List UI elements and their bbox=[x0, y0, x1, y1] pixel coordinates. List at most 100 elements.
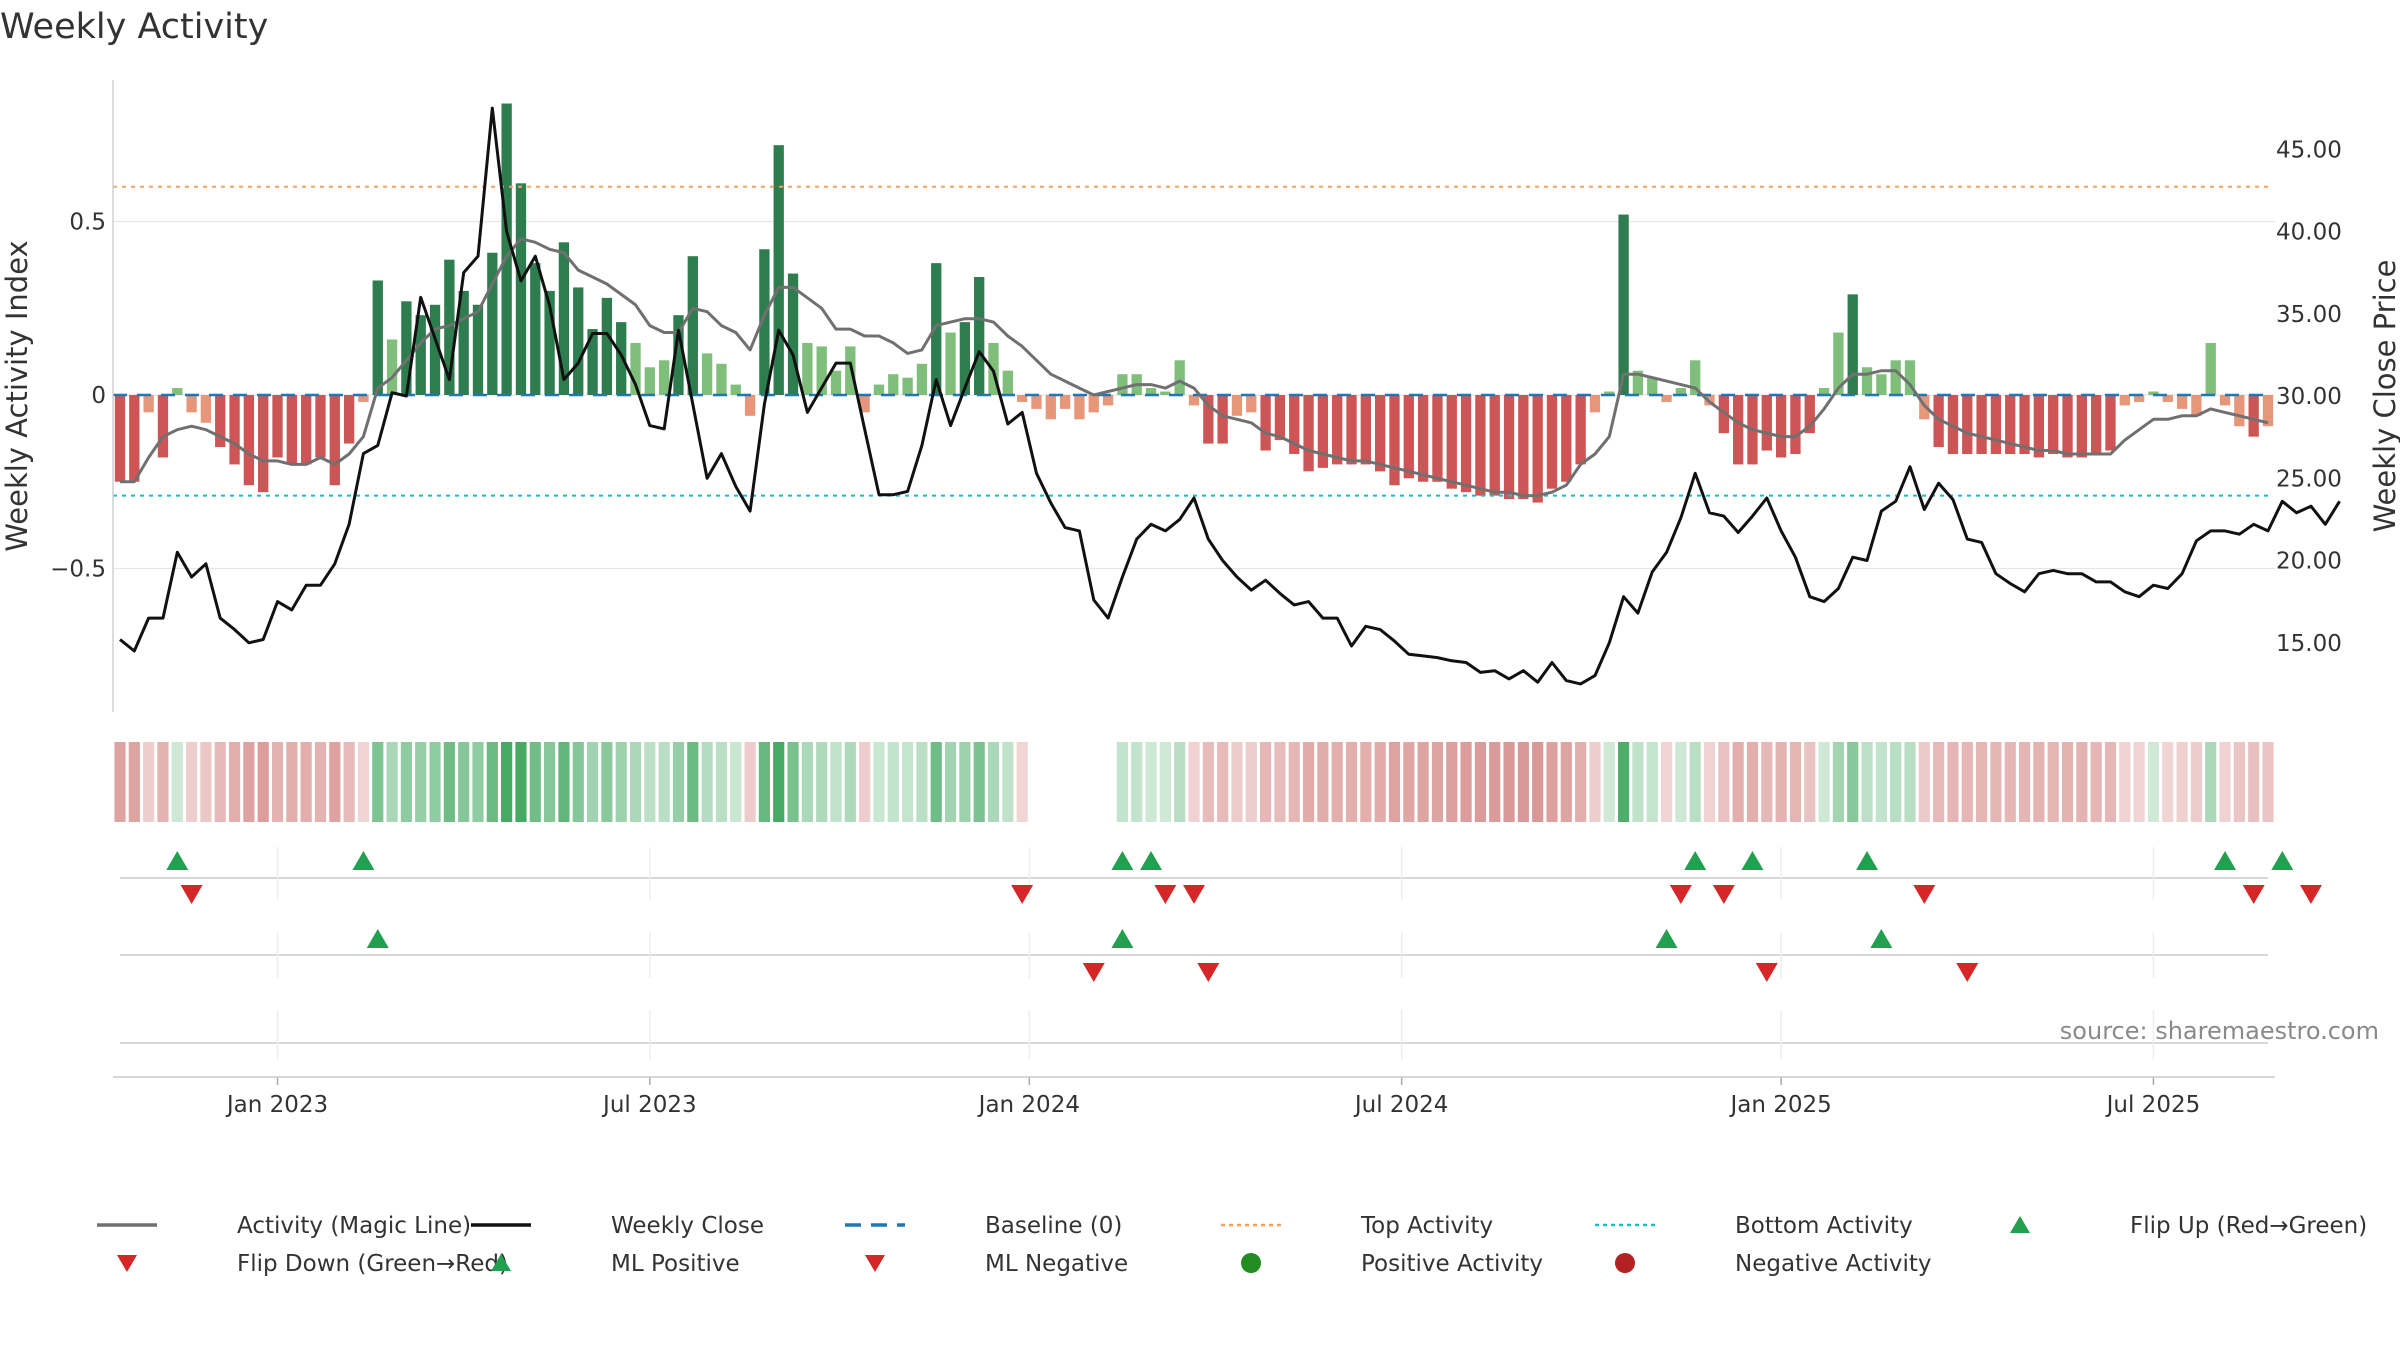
heat-cell bbox=[400, 742, 412, 822]
heat-cell bbox=[2033, 742, 2045, 822]
heat-cell bbox=[1575, 742, 1587, 822]
heat-cell bbox=[1918, 742, 1930, 822]
activity-bar bbox=[1489, 395, 1500, 496]
heat-cell bbox=[801, 742, 813, 822]
heat-cell bbox=[1732, 742, 1744, 822]
heat-cell bbox=[1016, 742, 1028, 822]
activity-bar bbox=[1661, 395, 1672, 402]
activity-bar bbox=[1947, 395, 1959, 454]
activity-bar bbox=[1561, 395, 1572, 482]
flip-down-marker bbox=[2299, 885, 2322, 904]
y-axis-label: Weekly Activity Index bbox=[0, 240, 34, 551]
activity-bar bbox=[415, 315, 426, 395]
y2-axis-label: Weekly Close Price bbox=[2368, 260, 2400, 533]
heat-cell bbox=[959, 742, 971, 822]
ml-positive-marker bbox=[1655, 929, 1678, 948]
ml-negative-marker bbox=[1956, 963, 1979, 982]
heat-cell bbox=[2090, 742, 2102, 822]
heat-cell bbox=[715, 742, 728, 822]
activity-bar bbox=[1647, 377, 1658, 395]
activity-bars bbox=[114, 103, 2274, 503]
activity-bar bbox=[243, 395, 255, 486]
heat-cell bbox=[200, 742, 212, 822]
activity-bar bbox=[1933, 395, 1944, 448]
activity-bar bbox=[2033, 395, 2045, 458]
legend-label: Negative Activity bbox=[1735, 1251, 1932, 1277]
activity-bar bbox=[1775, 395, 1787, 458]
heat-cell bbox=[1746, 742, 1759, 822]
flip-up-marker bbox=[2271, 851, 2294, 870]
activity-bar bbox=[143, 395, 154, 413]
activity-bar bbox=[1632, 370, 1644, 395]
activity-bar bbox=[787, 273, 799, 395]
heat-cell bbox=[859, 742, 871, 822]
activity-bar bbox=[114, 395, 126, 482]
activity-bar bbox=[2176, 395, 2188, 409]
activity-bar bbox=[644, 367, 655, 395]
activity-bar bbox=[1160, 391, 1171, 395]
heat-cell bbox=[1388, 742, 1401, 822]
x-tick-label: Jan 2025 bbox=[1728, 1092, 1831, 1118]
ml-negative-marker bbox=[1755, 963, 1778, 982]
activity-bar bbox=[1317, 395, 1329, 468]
activity-bar bbox=[1904, 360, 1916, 395]
heat-cell bbox=[787, 742, 799, 822]
heat-cell bbox=[1174, 742, 1186, 822]
heat-cell bbox=[1890, 742, 1902, 822]
heat-cell bbox=[300, 742, 312, 822]
heat-cell bbox=[1976, 742, 1988, 822]
heat-cell bbox=[1718, 742, 1730, 822]
activity-bar bbox=[1589, 395, 1601, 413]
heat-cell bbox=[2176, 742, 2188, 822]
heat-cell bbox=[1503, 742, 1515, 822]
heat-cell bbox=[1431, 742, 1444, 822]
activity-bar bbox=[601, 297, 613, 395]
heat-cell bbox=[773, 742, 785, 822]
activity-bar bbox=[1446, 395, 1457, 489]
activity-bar bbox=[1375, 395, 1386, 472]
activity-bar bbox=[215, 395, 226, 448]
signal-panels bbox=[120, 847, 2322, 1060]
flip-down-marker bbox=[1183, 885, 1205, 904]
legend-label: Flip Down (Green→Red) bbox=[237, 1251, 508, 1277]
ml-positive-marker bbox=[366, 929, 389, 948]
heat-cell bbox=[2061, 742, 2074, 822]
activity-bar bbox=[916, 363, 928, 395]
activity-bar bbox=[687, 256, 698, 395]
activity-bar bbox=[1246, 395, 1257, 413]
activity-bar bbox=[2119, 395, 2130, 406]
activity-bar bbox=[802, 342, 813, 395]
legend-symbol bbox=[1615, 1253, 1635, 1273]
heat-cell bbox=[544, 742, 556, 822]
flip-up-marker bbox=[1741, 851, 1764, 870]
activity-bar bbox=[845, 346, 856, 395]
right-y-ticks: 45.00 40.00 35.00 30.00 25.00 20.00 15.00 bbox=[2276, 137, 2342, 657]
activity-bar bbox=[1403, 395, 1414, 479]
y-tick-label: 0 bbox=[91, 383, 106, 409]
chart-title: Weekly Activity bbox=[0, 7, 268, 47]
activity-bar bbox=[1002, 370, 1013, 395]
heat-cell bbox=[1131, 742, 1143, 822]
flip-up-marker bbox=[1856, 851, 1879, 870]
activity-bar bbox=[401, 301, 412, 395]
activity-bar bbox=[859, 395, 870, 413]
activity-bar bbox=[1532, 395, 1543, 503]
heat-cell bbox=[1159, 742, 1171, 822]
activity-bar bbox=[659, 360, 670, 395]
activity-bar bbox=[2076, 395, 2087, 458]
activity-bar bbox=[2105, 395, 2116, 451]
activity-bar bbox=[1088, 395, 1099, 413]
activity-bar bbox=[1818, 388, 1830, 395]
ml-negative-marker bbox=[1082, 963, 1105, 982]
heat-cell bbox=[357, 742, 370, 822]
activity-bar bbox=[1389, 395, 1400, 486]
x-tick-label: Jan 2024 bbox=[977, 1092, 1080, 1118]
heat-cell bbox=[2262, 742, 2274, 822]
activity-bar bbox=[386, 339, 398, 395]
activity-bar bbox=[1360, 395, 1371, 465]
heat-cell bbox=[1517, 742, 1529, 822]
heat-cell bbox=[1875, 742, 1887, 822]
activity-bar bbox=[1289, 395, 1300, 454]
legend: Activity (Magic Line) Weekly Close Baselin… bbox=[97, 1213, 2367, 1277]
heat-cell bbox=[1532, 742, 1544, 822]
